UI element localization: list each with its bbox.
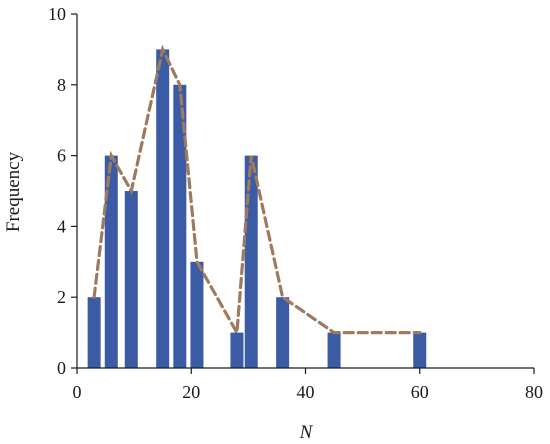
x-tick-label-1: 20 <box>182 382 200 402</box>
y-tick-label-4: 8 <box>57 75 66 95</box>
bar-7 <box>244 155 258 368</box>
bar-0 <box>87 297 101 368</box>
frequency-polygon-line <box>92 44 422 338</box>
y-tick-label-1: 2 <box>57 287 66 307</box>
x-tick-label-2: 40 <box>297 382 315 402</box>
y-tick-label-5: 10 <box>48 4 66 24</box>
x-axis-ticks: 0 20 40 60 80 <box>73 368 543 402</box>
y-axis-ticks: 0 2 4 6 8 10 <box>48 4 77 378</box>
bar-5 <box>190 261 204 368</box>
x-tick-label-3: 60 <box>411 382 429 402</box>
y-tick-label-3: 6 <box>57 146 66 166</box>
bar-6 <box>230 332 244 368</box>
bar-9 <box>327 332 341 368</box>
y-tick-label-0: 0 <box>57 358 66 378</box>
x-tick-label-0: 0 <box>73 382 82 402</box>
y-axis-label: Frequency <box>3 151 24 232</box>
x-tick-label-4: 80 <box>525 382 543 402</box>
y-tick-label-2: 4 <box>57 216 66 236</box>
bar-10 <box>413 332 427 368</box>
bar-4 <box>173 84 187 369</box>
bar-8 <box>276 297 290 368</box>
bar-3 <box>156 49 170 369</box>
bars-group <box>87 49 427 369</box>
bar-1 <box>104 155 118 368</box>
x-axis-label: N <box>299 422 314 443</box>
bar-2 <box>124 191 138 368</box>
